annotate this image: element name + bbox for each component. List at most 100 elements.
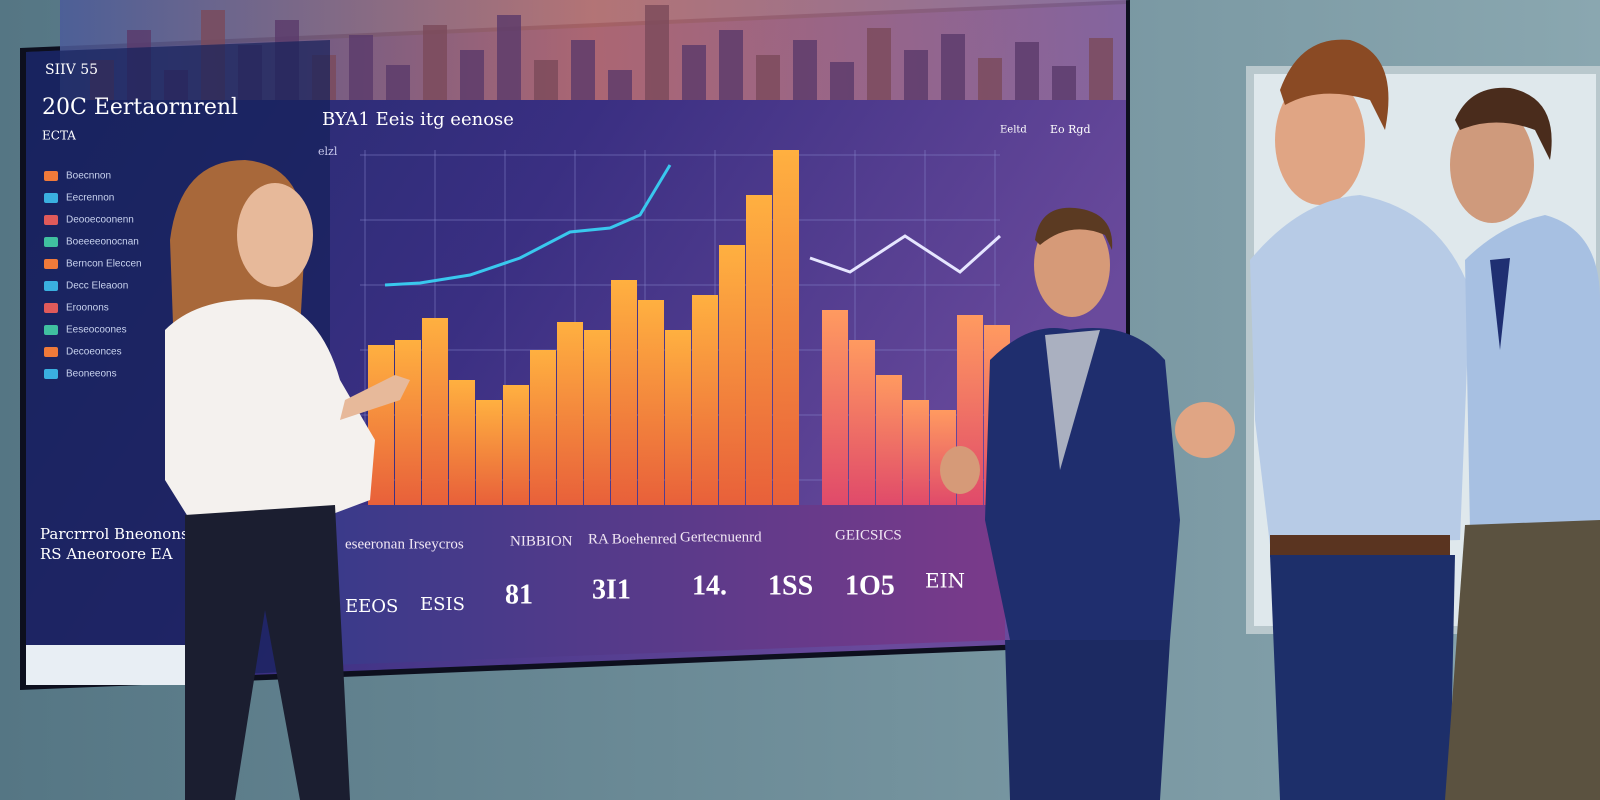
kpi-value: EIN: [925, 569, 965, 593]
person-woman: [165, 160, 410, 800]
axis-label: elzl: [318, 145, 338, 158]
bar: [368, 345, 394, 505]
building: [941, 34, 965, 100]
building: [867, 28, 891, 100]
side-panel-footer: [26, 645, 201, 685]
belt: [1270, 535, 1450, 557]
hair: [1455, 87, 1552, 160]
trousers: [1270, 555, 1455, 800]
bar: [557, 322, 583, 505]
side-note: Eo Rgd: [1050, 123, 1091, 136]
person-shirt: [1175, 39, 1470, 800]
menu-icon: [44, 259, 58, 269]
building: [1015, 42, 1039, 100]
bar: [638, 300, 664, 505]
bar: [665, 330, 691, 505]
bar: [773, 150, 799, 505]
trousers: [1445, 520, 1600, 800]
bar: [422, 318, 448, 505]
blouse: [165, 299, 375, 520]
building: [719, 30, 743, 100]
bar: [584, 330, 610, 505]
bar: [849, 340, 875, 505]
menu-item: Deooecoonenn: [66, 215, 134, 226]
menu-item: Eroonons: [66, 303, 109, 314]
menu-icon: [44, 171, 58, 181]
bar: [719, 245, 745, 505]
menu-icon: [44, 369, 58, 379]
building: [349, 35, 373, 100]
menu-item: Decoeonces: [66, 347, 122, 358]
building: [460, 50, 484, 100]
face: [1275, 75, 1365, 205]
kpi-header: Gertecnuenrd: [680, 529, 762, 545]
building: [608, 70, 632, 100]
building: [793, 40, 817, 100]
bar: [692, 295, 718, 505]
shirt: [1045, 330, 1100, 470]
kpi-header: GEICSICS: [835, 527, 902, 543]
bar: [503, 385, 529, 505]
building: [682, 45, 706, 100]
menu-icon: [44, 303, 58, 313]
footer-title: Parcrrrol Bneonons: [40, 525, 189, 543]
kpi-value: 14.: [692, 570, 727, 601]
kpi-value: 81: [505, 579, 533, 610]
menu-icon: [44, 347, 58, 357]
building: [830, 62, 854, 100]
kpi-value: 1SS: [768, 570, 813, 601]
building: [497, 15, 521, 100]
menu-icon: [44, 237, 58, 247]
face: [1034, 213, 1110, 317]
kpi-header: NIBBION: [510, 533, 573, 549]
hand: [1175, 402, 1235, 458]
building: [645, 5, 669, 100]
menu-item: Boeeeeonocnan: [66, 237, 139, 248]
building: [534, 60, 558, 100]
building: [386, 65, 410, 100]
hair: [1035, 207, 1113, 250]
legend: Eeltd: [1000, 125, 1027, 136]
building: [1052, 66, 1076, 100]
bar: [876, 375, 902, 505]
bar: [611, 280, 637, 505]
bar: [746, 195, 772, 505]
kpi-header: RA Boehenred: [588, 531, 677, 547]
trend-line: [384, 164, 672, 287]
face: [1450, 107, 1534, 223]
trend-line: [809, 234, 1002, 274]
bar: [449, 380, 475, 505]
chart-title: BYA1 Eeis itg eenose: [322, 109, 514, 130]
kpi-value: EEOS: [345, 596, 398, 617]
menu-item: Beoneeons: [66, 369, 117, 380]
trousers: [1005, 640, 1170, 800]
footer-subtitle: RS Aneoroore EA: [40, 545, 173, 563]
kpi-value: 1O5: [845, 570, 895, 601]
kpi-header: eseeronan Irseycros: [345, 536, 464, 552]
screen-subtitle: ECTA: [42, 129, 76, 143]
shirt: [1250, 195, 1470, 545]
menu-icon: [44, 281, 58, 291]
menu-item: Eecrennon: [66, 193, 114, 204]
building: [571, 40, 595, 100]
building: [904, 50, 928, 100]
building: [1089, 38, 1113, 100]
kpi-value: ESIS: [420, 594, 465, 615]
menu-icon: [44, 325, 58, 335]
hand: [340, 375, 410, 420]
menu-icon: [44, 215, 58, 225]
face: [237, 183, 313, 287]
bar: [903, 400, 929, 505]
kpi-value: 3I1: [592, 574, 631, 605]
building: [756, 55, 780, 100]
person-suit: [940, 207, 1180, 800]
menu-item: Eeseocoones: [66, 325, 127, 336]
menu-icon: [44, 193, 58, 203]
bar: [395, 340, 421, 505]
jacket: [985, 328, 1180, 640]
building: [978, 58, 1002, 100]
bar: [476, 400, 502, 505]
